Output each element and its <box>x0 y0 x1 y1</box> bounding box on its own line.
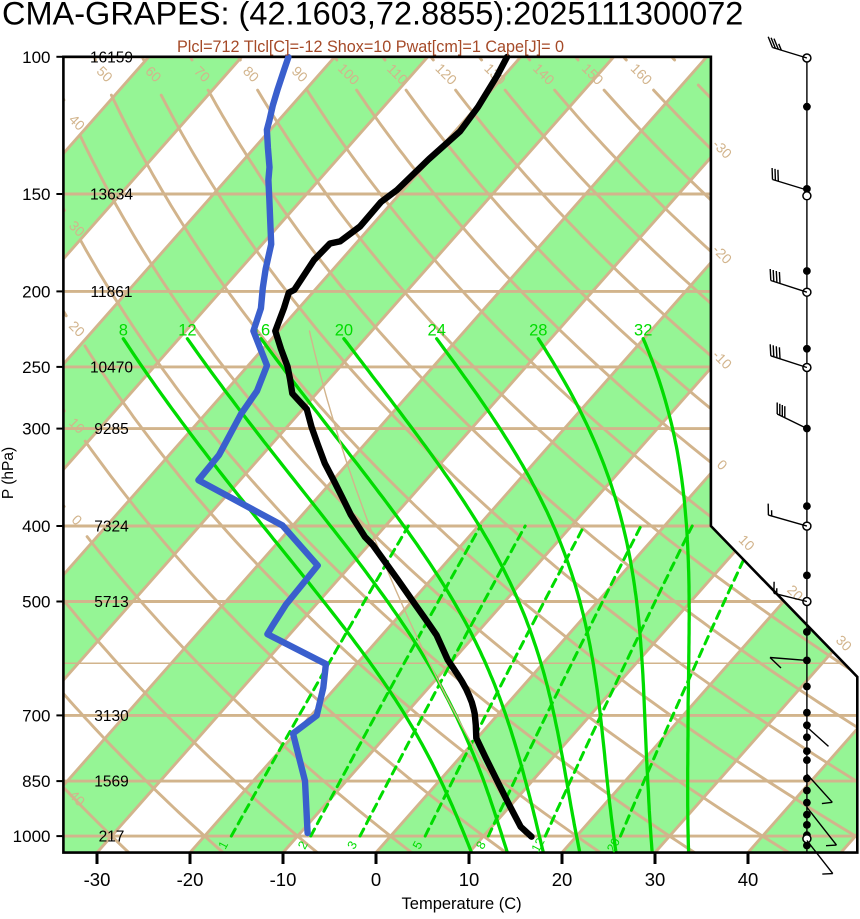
svg-text:13634: 13634 <box>90 187 133 204</box>
svg-text:30: 30 <box>645 869 666 890</box>
svg-text:16159: 16159 <box>90 49 133 66</box>
svg-text:10: 10 <box>459 869 480 890</box>
svg-text:5713: 5713 <box>94 594 128 611</box>
svg-text:850: 850 <box>22 772 50 791</box>
svg-text:8: 8 <box>119 322 128 340</box>
svg-text:100: 100 <box>22 48 50 67</box>
svg-text:-10: -10 <box>270 869 297 890</box>
svg-text:1569: 1569 <box>94 774 128 791</box>
svg-text:20: 20 <box>552 869 573 890</box>
svg-text:40: 40 <box>738 869 759 890</box>
svg-text:CMA-GRAPES: (42.1603,72.8855):: CMA-GRAPES: (42.1603,72.8855):2025111300… <box>2 0 743 32</box>
svg-text:12: 12 <box>178 322 196 340</box>
svg-text:217: 217 <box>99 829 125 846</box>
svg-text:400: 400 <box>22 517 50 536</box>
svg-text:20: 20 <box>335 322 353 340</box>
svg-text:1000: 1000 <box>13 827 51 846</box>
svg-text:24: 24 <box>428 322 446 340</box>
svg-text:500: 500 <box>22 593 50 612</box>
svg-text:32: 32 <box>634 322 652 340</box>
svg-text:150: 150 <box>22 185 50 204</box>
svg-text:11861: 11861 <box>91 284 133 301</box>
svg-text:-20: -20 <box>177 869 204 890</box>
svg-text:28: 28 <box>529 322 547 340</box>
svg-text:Temperature (C): Temperature (C) <box>402 895 522 913</box>
svg-text:200: 200 <box>22 282 50 301</box>
svg-text:10470: 10470 <box>90 359 133 376</box>
svg-text:-30: -30 <box>84 869 111 890</box>
svg-text:Plcl=712 Tlcl[C]=-12 Shox=10 P: Plcl=712 Tlcl[C]=-12 Shox=10 Pwat[cm]=1 … <box>177 38 564 56</box>
svg-text:3130: 3130 <box>94 708 129 725</box>
svg-text:700: 700 <box>22 706 50 725</box>
svg-text:7324: 7324 <box>94 519 129 536</box>
svg-text:300: 300 <box>22 420 50 439</box>
svg-text:P (hPa): P (hPa) <box>0 447 17 499</box>
svg-text:0: 0 <box>371 869 381 890</box>
svg-text:9285: 9285 <box>94 421 128 438</box>
svg-text:250: 250 <box>22 358 50 377</box>
